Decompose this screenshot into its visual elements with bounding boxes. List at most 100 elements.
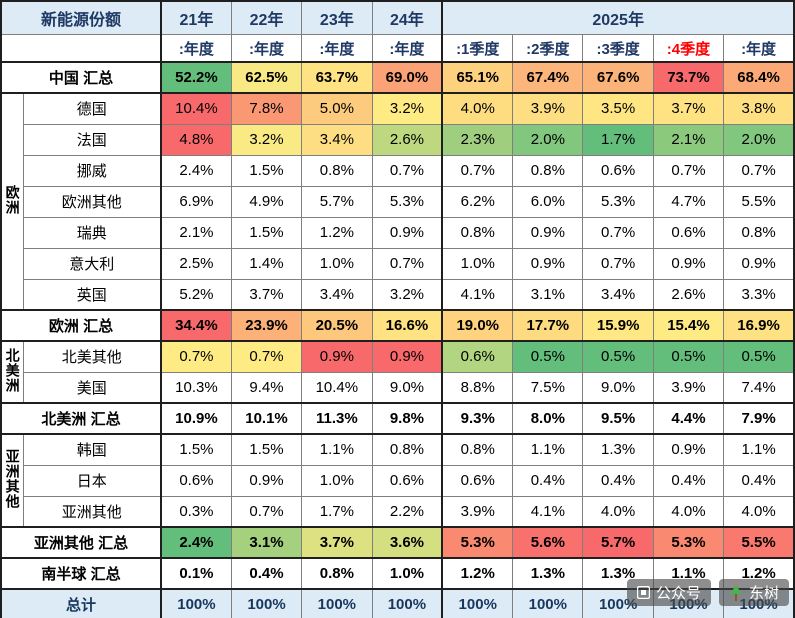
header-year-23: 23年 [301,0,373,35]
data-cell: 0.4% [582,464,654,497]
data-cell: 5.7% [301,185,373,218]
table-row: 亚洲其他 0.3% 0.7% 1.7% 2.2% 3.9% 4.1% 4.0% 4.0% 4.0% [1,495,795,528]
row-label: 欧洲 汇总 [0,309,162,342]
data-cell: 67.6% [582,61,654,94]
data-cell: 4.0% [441,92,514,125]
data-cell: 0.9% [301,340,373,373]
row-label: 亚洲其他 汇总 [0,526,162,559]
data-cell: 0.6% [441,340,514,373]
data-cell: 3.4% [301,278,373,311]
table-row: 亚洲其他 汇总 2.4% 3.1% 3.7% 3.6% 5.3% 5.6% 5.7% 5.3% 5… [0,526,795,559]
data-cell: 0.8% [441,216,514,249]
data-cell: 3.1% [512,278,584,311]
data-cell: 62.5% [230,61,303,94]
table-title: 新能源份额 [0,0,162,35]
table-row: 英国 5.2% 3.7% 3.4% 3.2% 4.1% 3.1% 3.4% 2.6% 3.3% [1,278,795,311]
data-cell: 0.8% [441,433,514,466]
data-cell: 100% [441,588,514,618]
data-cell: 0.7% [160,340,232,373]
data-cell: 5.0% [301,92,373,125]
data-cell: 0.7% [371,154,443,187]
data-cell: 3.7% [652,92,725,125]
data-cell: 0.6% [582,154,654,187]
data-cell: 1.3% [512,557,584,590]
table-row: 欧洲其他 6.9% 4.9% 5.7% 5.3% 6.2% 6.0% 5.3% 4.7% 5.5% [1,185,795,218]
row-label: 中国 汇总 [0,61,162,94]
data-cell: 4.1% [441,278,514,311]
row-label: 总计 [0,588,162,618]
data-cell: 0.8% [723,216,795,249]
data-cell: 1.2% [301,216,373,249]
row-label: 法国 [22,123,162,156]
data-cell: 65.1% [441,61,514,94]
data-cell: 17.7% [512,309,584,342]
data-cell: 63.7% [301,61,373,94]
data-cell: 0.8% [371,433,443,466]
table-row: 北美洲 汇总 10.9% 10.1% 11.3% 9.8% 9.3% 8.0% 9.5% 4.4… [0,402,795,435]
data-cell: 15.9% [582,309,654,342]
data-cell: 20.5% [301,309,373,342]
data-cell: 0.9% [230,464,303,497]
data-cell: 1.1% [652,557,725,590]
subheader-col-7: :4季度 [652,34,725,63]
data-cell: 0.5% [723,340,795,373]
data-cell: 1.3% [582,433,654,466]
data-cell: 0.5% [652,340,725,373]
data-cell: 5.7% [582,526,654,559]
data-cell: 1.4% [230,247,303,280]
data-cell: 68.4% [723,61,795,94]
data-cell: 19.0% [441,309,514,342]
subheader-col-0: :年度 [160,34,232,63]
table-row: 挪威 2.4% 1.5% 0.8% 0.7% 0.7% 0.8% 0.6% 0.7% 0.7% [1,154,795,187]
data-cell: 4.0% [582,495,654,528]
data-cell: 0.4% [723,464,795,497]
corner-empty-cell [0,34,162,63]
data-cell: 0.9% [652,433,725,466]
data-cell: 4.7% [652,185,725,218]
data-cell: 5.3% [582,185,654,218]
table-row: 欧洲 汇总 34.4% 23.9% 20.5% 16.6% 19.0% 17.7% 15.9%… [0,309,795,342]
data-cell: 0.6% [371,464,443,497]
data-cell: 0.6% [441,464,514,497]
data-cell: 0.7% [582,216,654,249]
data-cell: 100% [160,588,232,618]
data-cell: 3.9% [512,92,584,125]
row-label: 挪威 [22,154,162,187]
header-year-2025: 2025年 [441,0,795,35]
row-label: 欧洲其他 [22,185,162,218]
data-cell: 0.4% [512,464,584,497]
data-cell: 6.2% [441,185,514,218]
data-cell: 7.8% [230,92,303,125]
data-cell: 73.7% [652,61,725,94]
table-row: 北美洲 北美其他 0.7% 0.7% 0.9% 0.9% 0.6% 0.5% 0.5% 0.5% 0… [0,340,795,404]
data-cell: 69.0% [371,61,443,94]
data-cell: 4.8% [160,123,232,156]
row-label: 德国 [22,92,162,125]
data-cell: 3.8% [723,92,795,125]
data-cell: 0.9% [512,216,584,249]
data-cell: 3.6% [371,526,443,559]
table-row: 亚洲其他 韩国 1.5% 1.5% 1.1% 0.8% 0.8% 1.1% 1.3% 0.9% 1.… [0,433,795,528]
subheader-col-8: :年度 [723,34,795,63]
data-cell: 9.0% [371,371,443,404]
year-header-row: 新能源份额 21年 22年 23年 24年 2025年 [0,0,795,35]
data-cell: 100% [301,588,373,618]
data-cell: 4.0% [723,495,795,528]
subheader-col-4: :1季度 [441,34,514,63]
data-cell: 100% [230,588,303,618]
data-cell: 4.9% [230,185,303,218]
data-cell: 10.4% [301,371,373,404]
data-cell: 0.4% [230,557,303,590]
row-label: 英国 [22,278,162,311]
data-cell: 9.5% [582,402,654,435]
table-row: 日本 0.6% 0.9% 1.0% 0.6% 0.6% 0.4% 0.4% 0.4% 0.4% [1,464,795,497]
data-cell: 0.9% [723,247,795,280]
data-cell: 0.5% [582,340,654,373]
row-label: 北美洲 汇总 [0,402,162,435]
data-cell: 5.6% [512,526,584,559]
data-cell: 4.1% [512,495,584,528]
subheader-col-6: :3季度 [582,34,654,63]
data-cell: 5.5% [723,526,795,559]
subheader-col-3: :年度 [371,34,443,63]
data-cell: 16.9% [723,309,795,342]
